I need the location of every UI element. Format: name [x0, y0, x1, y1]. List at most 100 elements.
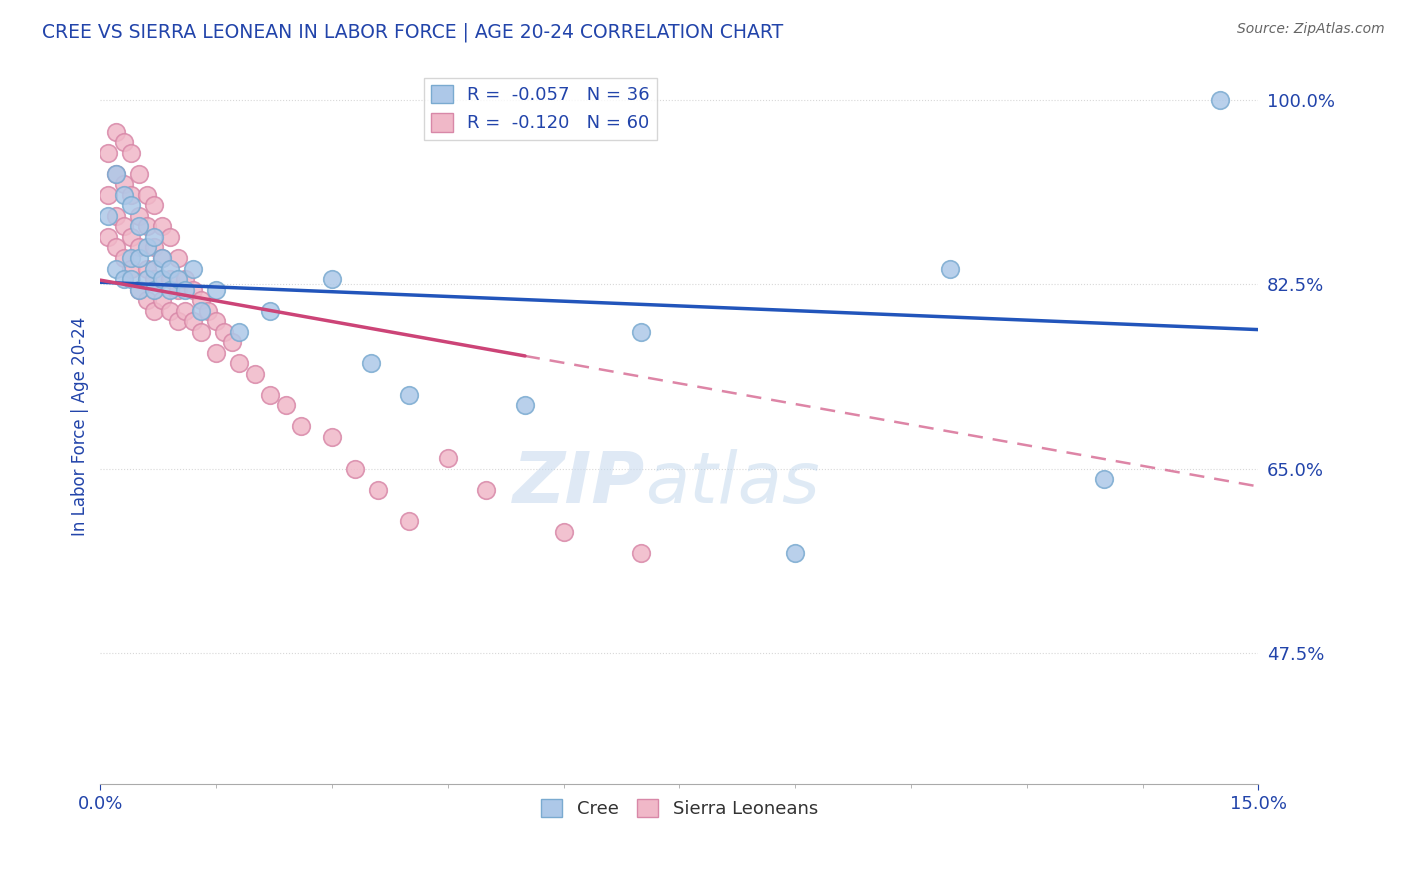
Point [367, 483, 389, 497]
Point [97, 209, 120, 223]
Legend: Cree, Sierra Leoneans: Cree, Sierra Leoneans [533, 792, 825, 825]
Point [97, 230, 120, 244]
Point [205, 314, 228, 328]
Point [166, 283, 188, 297]
Point [938, 261, 960, 276]
Point [150, 272, 173, 286]
Point [290, 419, 312, 434]
Point [181, 314, 204, 328]
Point [128, 219, 150, 234]
Point [112, 251, 135, 265]
Point [135, 261, 157, 276]
Point [259, 303, 281, 318]
Point [1092, 472, 1115, 486]
Point [630, 325, 652, 339]
Point [166, 272, 188, 286]
Point [143, 272, 166, 286]
Point [150, 251, 173, 265]
Point [243, 367, 266, 381]
Point [120, 251, 142, 265]
Text: ZIP: ZIP [512, 450, 644, 518]
Point [513, 399, 536, 413]
Point [128, 209, 150, 223]
Point [150, 251, 173, 265]
Point [120, 145, 142, 160]
Point [174, 272, 197, 286]
Point [159, 303, 181, 318]
Point [181, 261, 204, 276]
Point [228, 356, 250, 370]
Point [143, 198, 166, 212]
Point [135, 187, 157, 202]
Point [159, 272, 181, 286]
Point [104, 167, 127, 181]
Point [112, 187, 135, 202]
Point [174, 283, 197, 297]
Point [97, 145, 120, 160]
Point [150, 219, 173, 234]
Point [135, 240, 157, 254]
Point [135, 219, 157, 234]
Point [159, 230, 181, 244]
Point [259, 388, 281, 402]
Point [143, 261, 166, 276]
Point [112, 219, 135, 234]
Point [104, 125, 127, 139]
Point [205, 283, 228, 297]
Point [135, 272, 157, 286]
Point [135, 293, 157, 307]
Point [143, 230, 166, 244]
Point [143, 240, 166, 254]
Point [190, 303, 212, 318]
Point [785, 546, 807, 560]
Point [212, 325, 235, 339]
Point [181, 283, 204, 297]
Point [97, 187, 120, 202]
Point [436, 451, 458, 466]
Point [104, 209, 127, 223]
Point [120, 261, 142, 276]
Text: CREE VS SIERRA LEONEAN IN LABOR FORCE | AGE 20-24 CORRELATION CHART: CREE VS SIERRA LEONEAN IN LABOR FORCE | … [42, 22, 783, 42]
Point [190, 293, 212, 307]
Point [321, 430, 343, 444]
Point [143, 303, 166, 318]
Point [475, 483, 498, 497]
Point [360, 356, 382, 370]
Point [128, 251, 150, 265]
Point [630, 546, 652, 560]
Point [112, 135, 135, 149]
Point [398, 388, 420, 402]
Point [128, 167, 150, 181]
Point [166, 251, 188, 265]
Point [553, 524, 575, 539]
Point [159, 283, 181, 297]
Point [274, 399, 297, 413]
Point [344, 461, 367, 475]
Point [321, 272, 343, 286]
Point [112, 272, 135, 286]
Y-axis label: In Labor Force | Age 20-24: In Labor Force | Age 20-24 [72, 317, 89, 536]
Point [143, 283, 166, 297]
Point [128, 283, 150, 297]
Point [120, 272, 142, 286]
Point [197, 303, 219, 318]
Point [128, 283, 150, 297]
Point [104, 167, 127, 181]
Point [166, 314, 188, 328]
Point [120, 198, 142, 212]
Point [112, 178, 135, 192]
Point [221, 335, 243, 350]
Point [120, 187, 142, 202]
Point [128, 240, 150, 254]
Text: atlas: atlas [644, 450, 820, 518]
Point [150, 293, 173, 307]
Point [1209, 93, 1232, 107]
Point [120, 230, 142, 244]
Point [398, 514, 420, 528]
Text: Source: ZipAtlas.com: Source: ZipAtlas.com [1237, 22, 1385, 37]
Point [205, 345, 228, 359]
Point [190, 325, 212, 339]
Point [159, 261, 181, 276]
Point [104, 261, 127, 276]
Point [174, 303, 197, 318]
